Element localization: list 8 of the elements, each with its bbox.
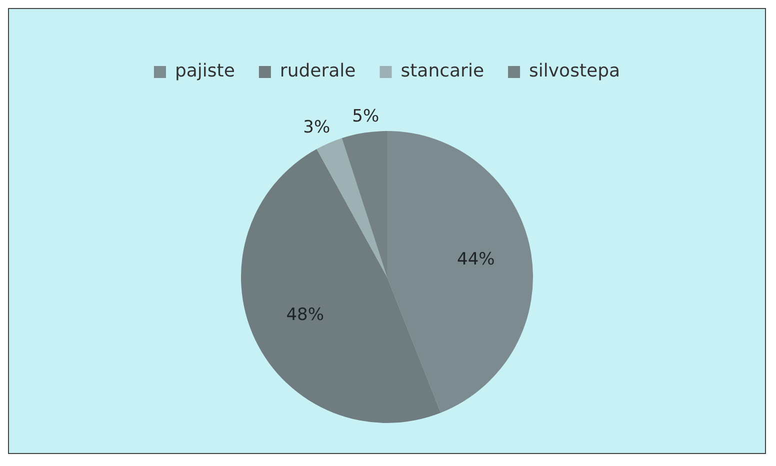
data-label: 5% — [352, 106, 380, 126]
data-label: 3% — [303, 118, 330, 138]
data-label: 44% — [457, 249, 495, 270]
legend-label: ruderale — [280, 60, 356, 82]
data-label: 48% — [286, 304, 324, 325]
legend-label: pajiste — [174, 60, 235, 82]
legend-label: stancarie — [400, 60, 484, 82]
legend-label: silvostepa — [529, 60, 620, 82]
